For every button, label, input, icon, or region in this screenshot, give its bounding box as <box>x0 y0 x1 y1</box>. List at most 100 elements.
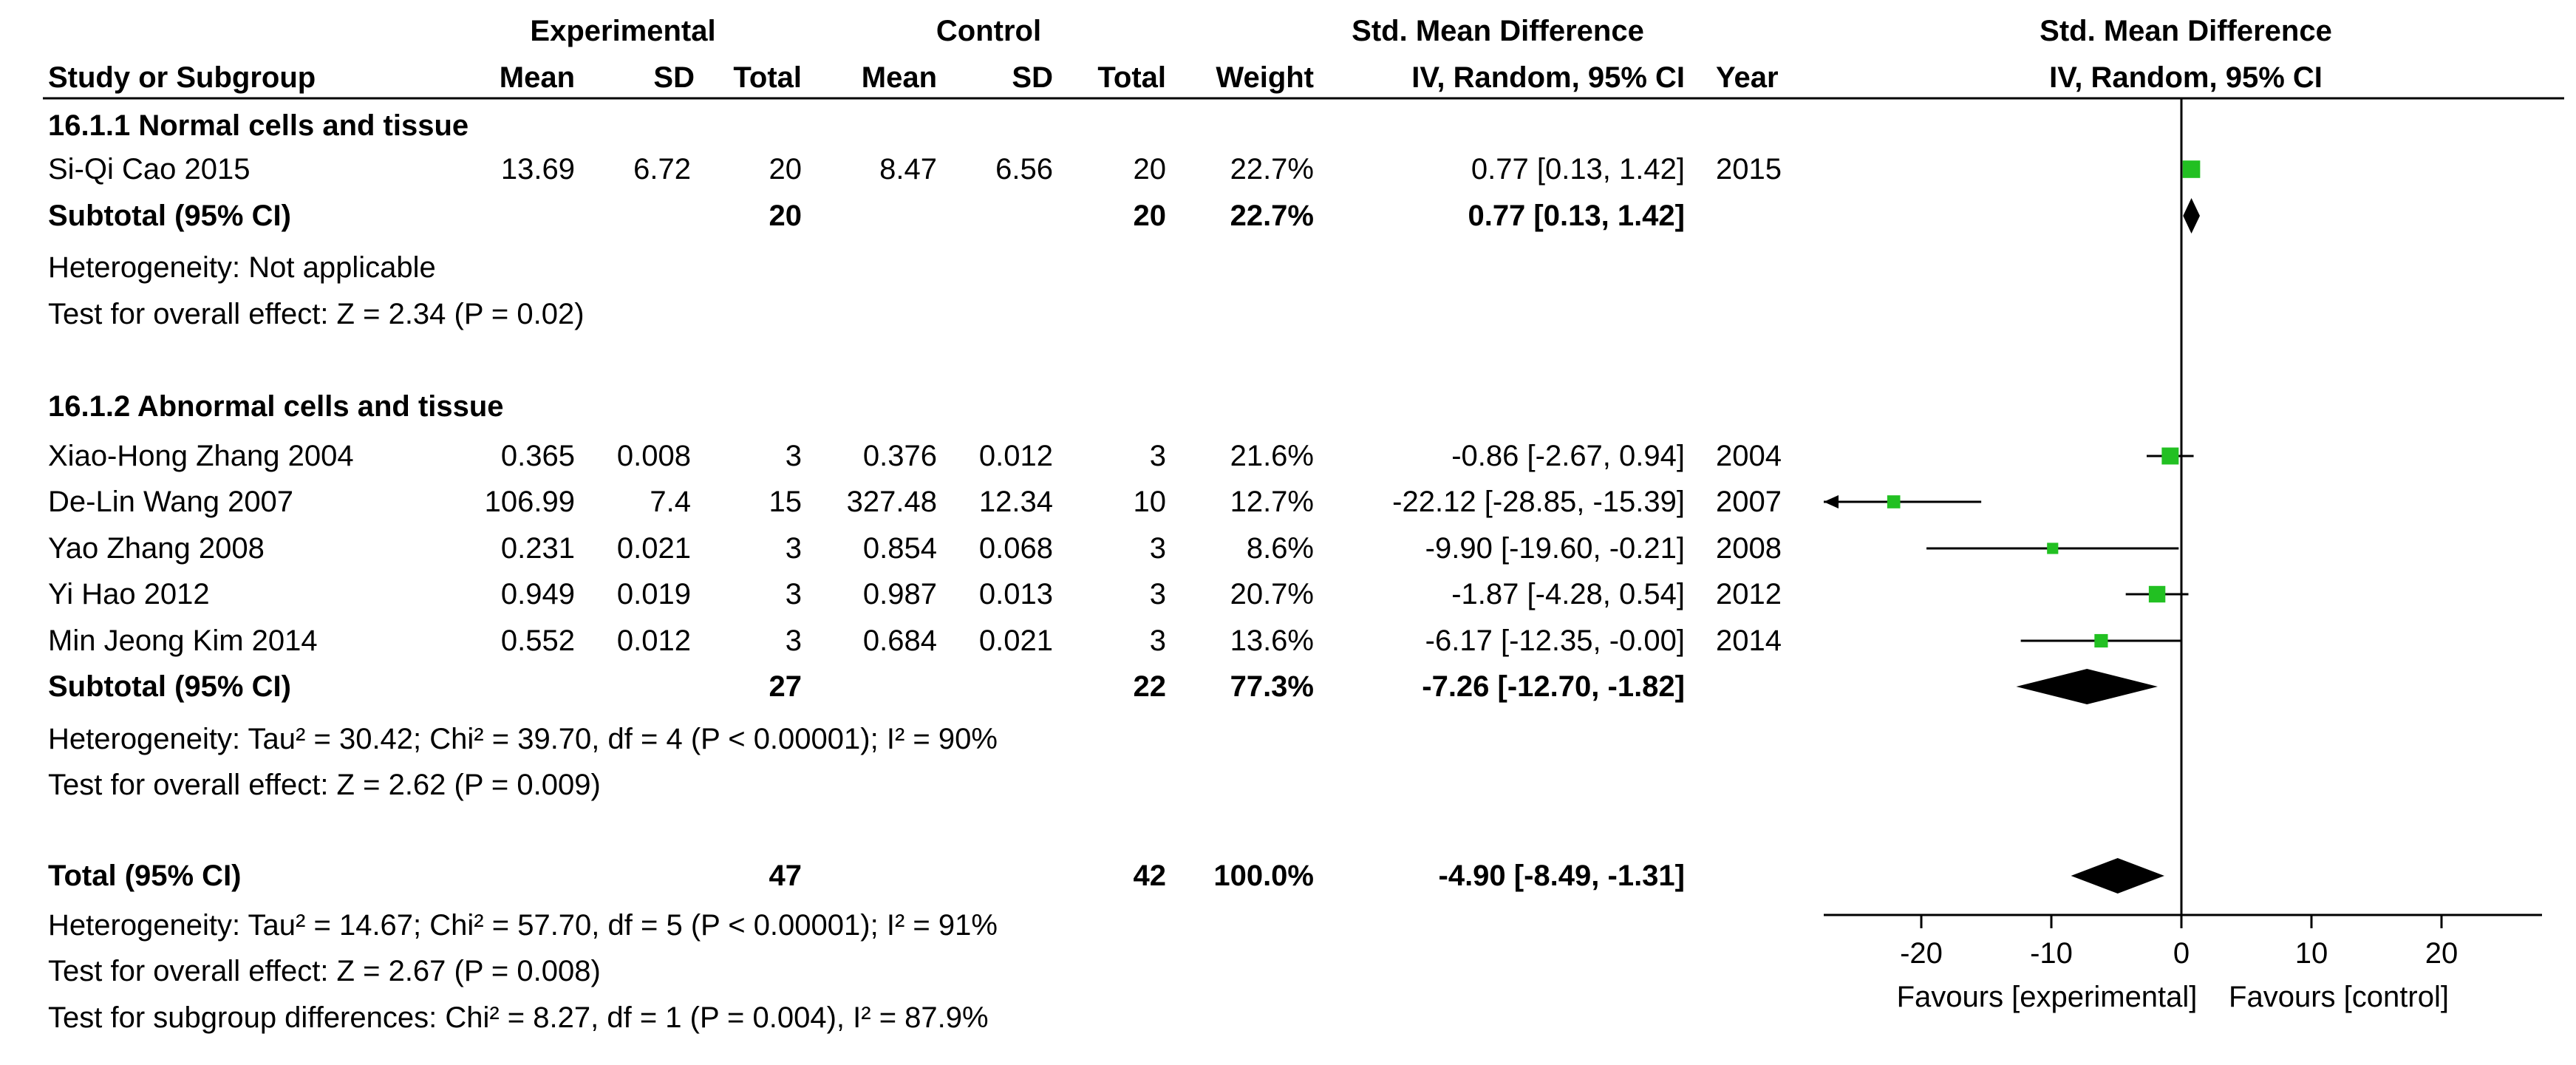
col-header-ci: IV, Random, 95% CI <box>1411 61 1685 94</box>
ctrl-mean: 0.376 <box>863 440 937 472</box>
study-ci: 0.77 [0.13, 1.42] <box>1471 153 1685 186</box>
subtotal-diamond <box>2016 669 2158 704</box>
col-header-e-sd: SD <box>653 61 695 94</box>
subtotal-label: Subtotal (95% CI) <box>48 200 291 232</box>
exp-total: 20 <box>769 153 803 186</box>
total-ci: -4.90 [-8.49, -1.31] <box>1439 860 1686 892</box>
subtotal-ci: -7.26 [-12.70, -1.82] <box>1422 670 1685 703</box>
study-name: Min Jeong Kim 2014 <box>48 625 318 657</box>
study-name: Si-Qi Cao 2015 <box>48 153 250 186</box>
x-tick-label: 20 <box>2425 937 2459 970</box>
ctrl-mean: 0.684 <box>863 625 937 657</box>
study-weight: 13.6% <box>1230 625 1314 657</box>
subtotal-exp-total: 20 <box>769 200 803 232</box>
col-header-weight: Weight <box>1216 61 1314 94</box>
ctrl-total: 3 <box>1150 625 1166 657</box>
study-year: 2008 <box>1716 532 1782 565</box>
ctrl-total: 3 <box>1150 578 1166 610</box>
ctrl-total: 10 <box>1134 486 1167 518</box>
total-diamond <box>2071 858 2164 894</box>
x-tick-label: -10 <box>2030 937 2073 970</box>
study-weight: 12.7% <box>1230 486 1314 518</box>
ctrl-total: 3 <box>1150 440 1166 472</box>
col-header-e-total: Total <box>733 61 802 94</box>
study-marker <box>2094 633 2108 648</box>
heterogeneity-text: Heterogeneity: Not applicable <box>48 251 436 284</box>
exp-mean: 0.949 <box>501 578 575 610</box>
subtotal-ctrl-total: 20 <box>1134 200 1167 232</box>
ctrl-mean: 0.854 <box>863 532 937 565</box>
exp-total: 3 <box>786 578 802 610</box>
subgroup-difference-text: Test for subgroup differences: Chi² = 8.… <box>48 1001 989 1034</box>
study-marker <box>2148 585 2166 603</box>
study-name: Yao Zhang 2008 <box>48 532 265 565</box>
favours-control-label: Favours [control] <box>2229 981 2449 1013</box>
study-marker <box>1887 495 1901 508</box>
ctrl-sd: 12.34 <box>979 486 1053 518</box>
exp-sd: 7.4 <box>650 486 691 518</box>
smd-group-label: Std. Mean Difference <box>1352 15 1644 47</box>
exp-sd: 0.008 <box>617 440 691 472</box>
exp-mean: 13.69 <box>501 153 575 186</box>
total-weight: 100.0% <box>1213 860 1314 892</box>
subgroup-title: 16.1.2 Abnormal cells and tissue <box>48 390 504 423</box>
exp-mean: 106.99 <box>485 486 575 518</box>
subgroup-title: 16.1.1 Normal cells and tissue <box>48 109 468 142</box>
total-overall-effect-text: Test for overall effect: Z = 2.67 (P = 0… <box>48 955 601 987</box>
ctrl-total: 3 <box>1150 532 1166 565</box>
study-weight: 20.7% <box>1230 578 1314 610</box>
study-ci: -0.86 [-2.67, 0.94] <box>1451 440 1685 472</box>
study-year: 2007 <box>1716 486 1782 518</box>
ctrl-mean: 0.987 <box>863 578 937 610</box>
study-marker <box>2161 447 2179 465</box>
study-marker <box>2182 160 2201 178</box>
col-header-year: Year <box>1716 61 1779 94</box>
exp-total: 3 <box>786 440 802 472</box>
study-year: 2014 <box>1716 625 1782 657</box>
study-year: 2015 <box>1716 153 1782 186</box>
exp-mean: 0.552 <box>501 625 575 657</box>
ctrl-total: 20 <box>1134 153 1167 186</box>
overall-effect-text: Test for overall effect: Z = 2.34 (P = 0… <box>48 298 585 330</box>
ctrl-mean: 327.48 <box>847 486 937 518</box>
subtotal-label: Subtotal (95% CI) <box>48 670 291 703</box>
exp-sd: 0.012 <box>617 625 691 657</box>
subtotal-weight: 22.7% <box>1230 200 1314 232</box>
ctrl-sd: 0.068 <box>979 532 1053 565</box>
experimental-group-label: Experimental <box>530 15 715 47</box>
study-ci: -22.12 [-28.85, -15.39] <box>1392 486 1685 518</box>
ctrl-sd: 0.021 <box>979 625 1053 657</box>
exp-total: 15 <box>769 486 803 518</box>
study-marker <box>2047 542 2059 554</box>
exp-sd: 0.021 <box>617 532 691 565</box>
ci-arrow-left <box>1824 495 1839 508</box>
study-ci: -1.87 [-4.28, 0.54] <box>1451 578 1685 610</box>
col-header-c-sd: SD <box>1012 61 1053 94</box>
heterogeneity-text: Heterogeneity: Tau² = 30.42; Chi² = 39.7… <box>48 723 998 755</box>
control-group-label: Control <box>936 15 1041 47</box>
study-name: De-Lin Wang 2007 <box>48 486 293 518</box>
study-year: 2004 <box>1716 440 1782 472</box>
total-ctrl-total: 42 <box>1134 860 1167 892</box>
exp-mean: 0.365 <box>501 440 575 472</box>
total-heterogeneity-text: Heterogeneity: Tau² = 14.67; Chi² = 57.7… <box>48 909 998 942</box>
subtotal-ctrl-total: 22 <box>1134 670 1167 703</box>
plot-subtitle: IV, Random, 95% CI <box>2049 61 2323 94</box>
col-header-e-mean: Mean <box>500 61 575 94</box>
favours-experimental-label: Favours [experimental] <box>1897 981 2198 1013</box>
col-header-c-total: Total <box>1097 61 1166 94</box>
table-rows: 16.1.1 Normal cells and tissue Si-Qi Cao … <box>48 109 1782 1034</box>
total-exp-total: 47 <box>769 860 803 892</box>
ctrl-sd: 0.012 <box>979 440 1053 472</box>
col-header-c-mean: Mean <box>862 61 937 94</box>
study-ci: -6.17 [-12.35, -0.00] <box>1425 625 1685 657</box>
ctrl-sd: 0.013 <box>979 578 1053 610</box>
subtotal-exp-total: 27 <box>769 670 803 703</box>
plot-marks: -20 -10 0 10 20 Favours [experimental] Favours… <box>1824 98 2542 1013</box>
plot-title: Std. Mean Difference <box>2040 15 2332 47</box>
exp-mean: 0.231 <box>501 532 575 565</box>
ctrl-mean: 8.47 <box>879 153 937 186</box>
overall-effect-text: Test for overall effect: Z = 2.62 (P = 0… <box>48 769 601 801</box>
x-tick-label: 10 <box>2295 937 2328 970</box>
